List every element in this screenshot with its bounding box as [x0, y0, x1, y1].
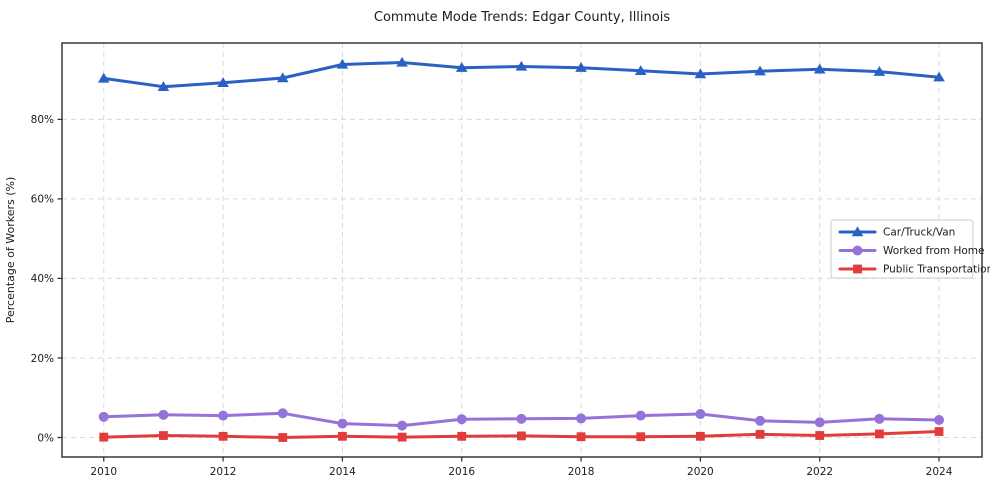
- data-point-worked-from-home-2012: [218, 410, 229, 421]
- y-tick-label: 80%: [31, 114, 54, 126]
- data-point-car-truck-van-2018: [575, 62, 587, 72]
- data-point-worked-from-home-2010: [98, 411, 109, 422]
- series-car-truck-van: [97, 56, 945, 91]
- data-point-public-transportation-2015: [397, 432, 407, 442]
- data-point-car-truck-van-2023: [873, 66, 886, 76]
- data-point-worked-from-home-2021: [755, 415, 766, 426]
- data-point-public-transportation-2013: [278, 433, 288, 442]
- y-tick-label: 40%: [31, 273, 54, 285]
- y-tick-label: 60%: [31, 194, 54, 206]
- legend-marker-triangle: [851, 226, 864, 237]
- data-point-worked-from-home-2020: [695, 409, 706, 420]
- data-point-worked-from-home-2013: [277, 408, 288, 419]
- data-point-car-truck-van-2024: [933, 71, 945, 82]
- data-point-worked-from-home-2018: [576, 413, 587, 424]
- x-tick-label: 2016: [448, 466, 475, 478]
- y-axis-label: Percentage of Workers (%): [4, 177, 17, 324]
- data-point-car-truck-van-2015: [396, 56, 408, 67]
- plot-area: [97, 56, 945, 442]
- data-point-public-transportation-2021: [755, 429, 765, 439]
- data-point-car-truck-van-2012: [217, 77, 229, 87]
- data-point-car-truck-van-2022: [813, 63, 826, 74]
- legend-label: Car/Truck/Van: [883, 227, 955, 239]
- data-point-worked-from-home-2022: [814, 417, 825, 428]
- data-point-public-transportation-2014: [338, 431, 347, 441]
- x-tick-label: 2024: [926, 466, 953, 478]
- legend-marker-square: [853, 264, 862, 274]
- data-point-car-truck-van-2010: [97, 72, 110, 83]
- axes-frame: [57, 42, 983, 462]
- data-point-public-transportation-2016: [457, 431, 467, 441]
- y-tick-label: 0%: [37, 432, 54, 444]
- x-tick-label: 2012: [210, 466, 237, 478]
- data-point-public-transportation-2018: [576, 432, 586, 442]
- data-point-worked-from-home-2016: [456, 414, 467, 425]
- data-point-car-truck-van-2016: [455, 62, 468, 72]
- legend-item-worked-from-home: Worked from Home: [838, 245, 984, 257]
- tick-labels: 2010 2012 2014 2016 2018 2020 2022 2024 0% 20% 40%…: [31, 114, 953, 478]
- x-tick-label: 2018: [568, 466, 595, 478]
- data-point-public-transportation-2023: [874, 429, 884, 439]
- data-point-worked-from-home-2011: [158, 409, 169, 420]
- data-point-car-truck-van-2019: [634, 65, 647, 76]
- y-tick-label: 20%: [31, 353, 54, 365]
- data-point-public-transportation-2024: [934, 427, 944, 436]
- x-tick-label: 2022: [806, 466, 833, 478]
- data-point-worked-from-home-2015: [397, 420, 408, 431]
- series-public-transportation: [99, 427, 944, 442]
- data-point-public-transportation-2017: [517, 431, 526, 441]
- legend-item-public-transportation: Public Transportation: [838, 264, 990, 276]
- x-tick-label: 2014: [329, 466, 356, 478]
- data-point-car-truck-van-2014: [336, 58, 349, 69]
- legend: Car/Truck/Van Worked from Home Public Tran…: [830, 219, 990, 279]
- data-point-public-transportation-2012: [218, 431, 228, 441]
- data-point-public-transportation-2022: [815, 431, 825, 440]
- chart-title: Commute Mode Trends: Edgar County, Illin…: [374, 10, 670, 25]
- data-point-worked-from-home-2023: [874, 413, 885, 424]
- x-tick-label: 2010: [90, 466, 117, 478]
- data-point-car-truck-van-2013: [276, 72, 289, 83]
- data-point-car-truck-van-2017: [515, 60, 528, 71]
- data-point-public-transportation-2019: [636, 432, 646, 442]
- x-tick-label: 2020: [687, 466, 714, 478]
- data-point-worked-from-home-2024: [934, 415, 945, 426]
- legend-label: Worked from Home: [883, 245, 984, 257]
- data-point-worked-from-home-2017: [516, 413, 527, 424]
- data-point-public-transportation-2011: [159, 431, 168, 440]
- data-point-worked-from-home-2014: [337, 418, 348, 429]
- data-point-car-truck-van-2020: [694, 68, 707, 79]
- data-point-public-transportation-2020: [695, 431, 705, 441]
- data-point-public-transportation-2010: [99, 432, 109, 442]
- legend-label: Public Transportation: [883, 264, 990, 276]
- data-point-car-truck-van-2011: [157, 81, 170, 91]
- plot-border: [61, 42, 983, 458]
- series-worked-from-home: [98, 408, 945, 431]
- legend-box: [830, 219, 974, 279]
- legend-marker-circle: [852, 245, 863, 256]
- data-point-worked-from-home-2019: [635, 410, 646, 421]
- data-point-car-truck-van-2021: [754, 65, 766, 76]
- legend-item-car-truck-van: Car/Truck/Van: [838, 226, 955, 239]
